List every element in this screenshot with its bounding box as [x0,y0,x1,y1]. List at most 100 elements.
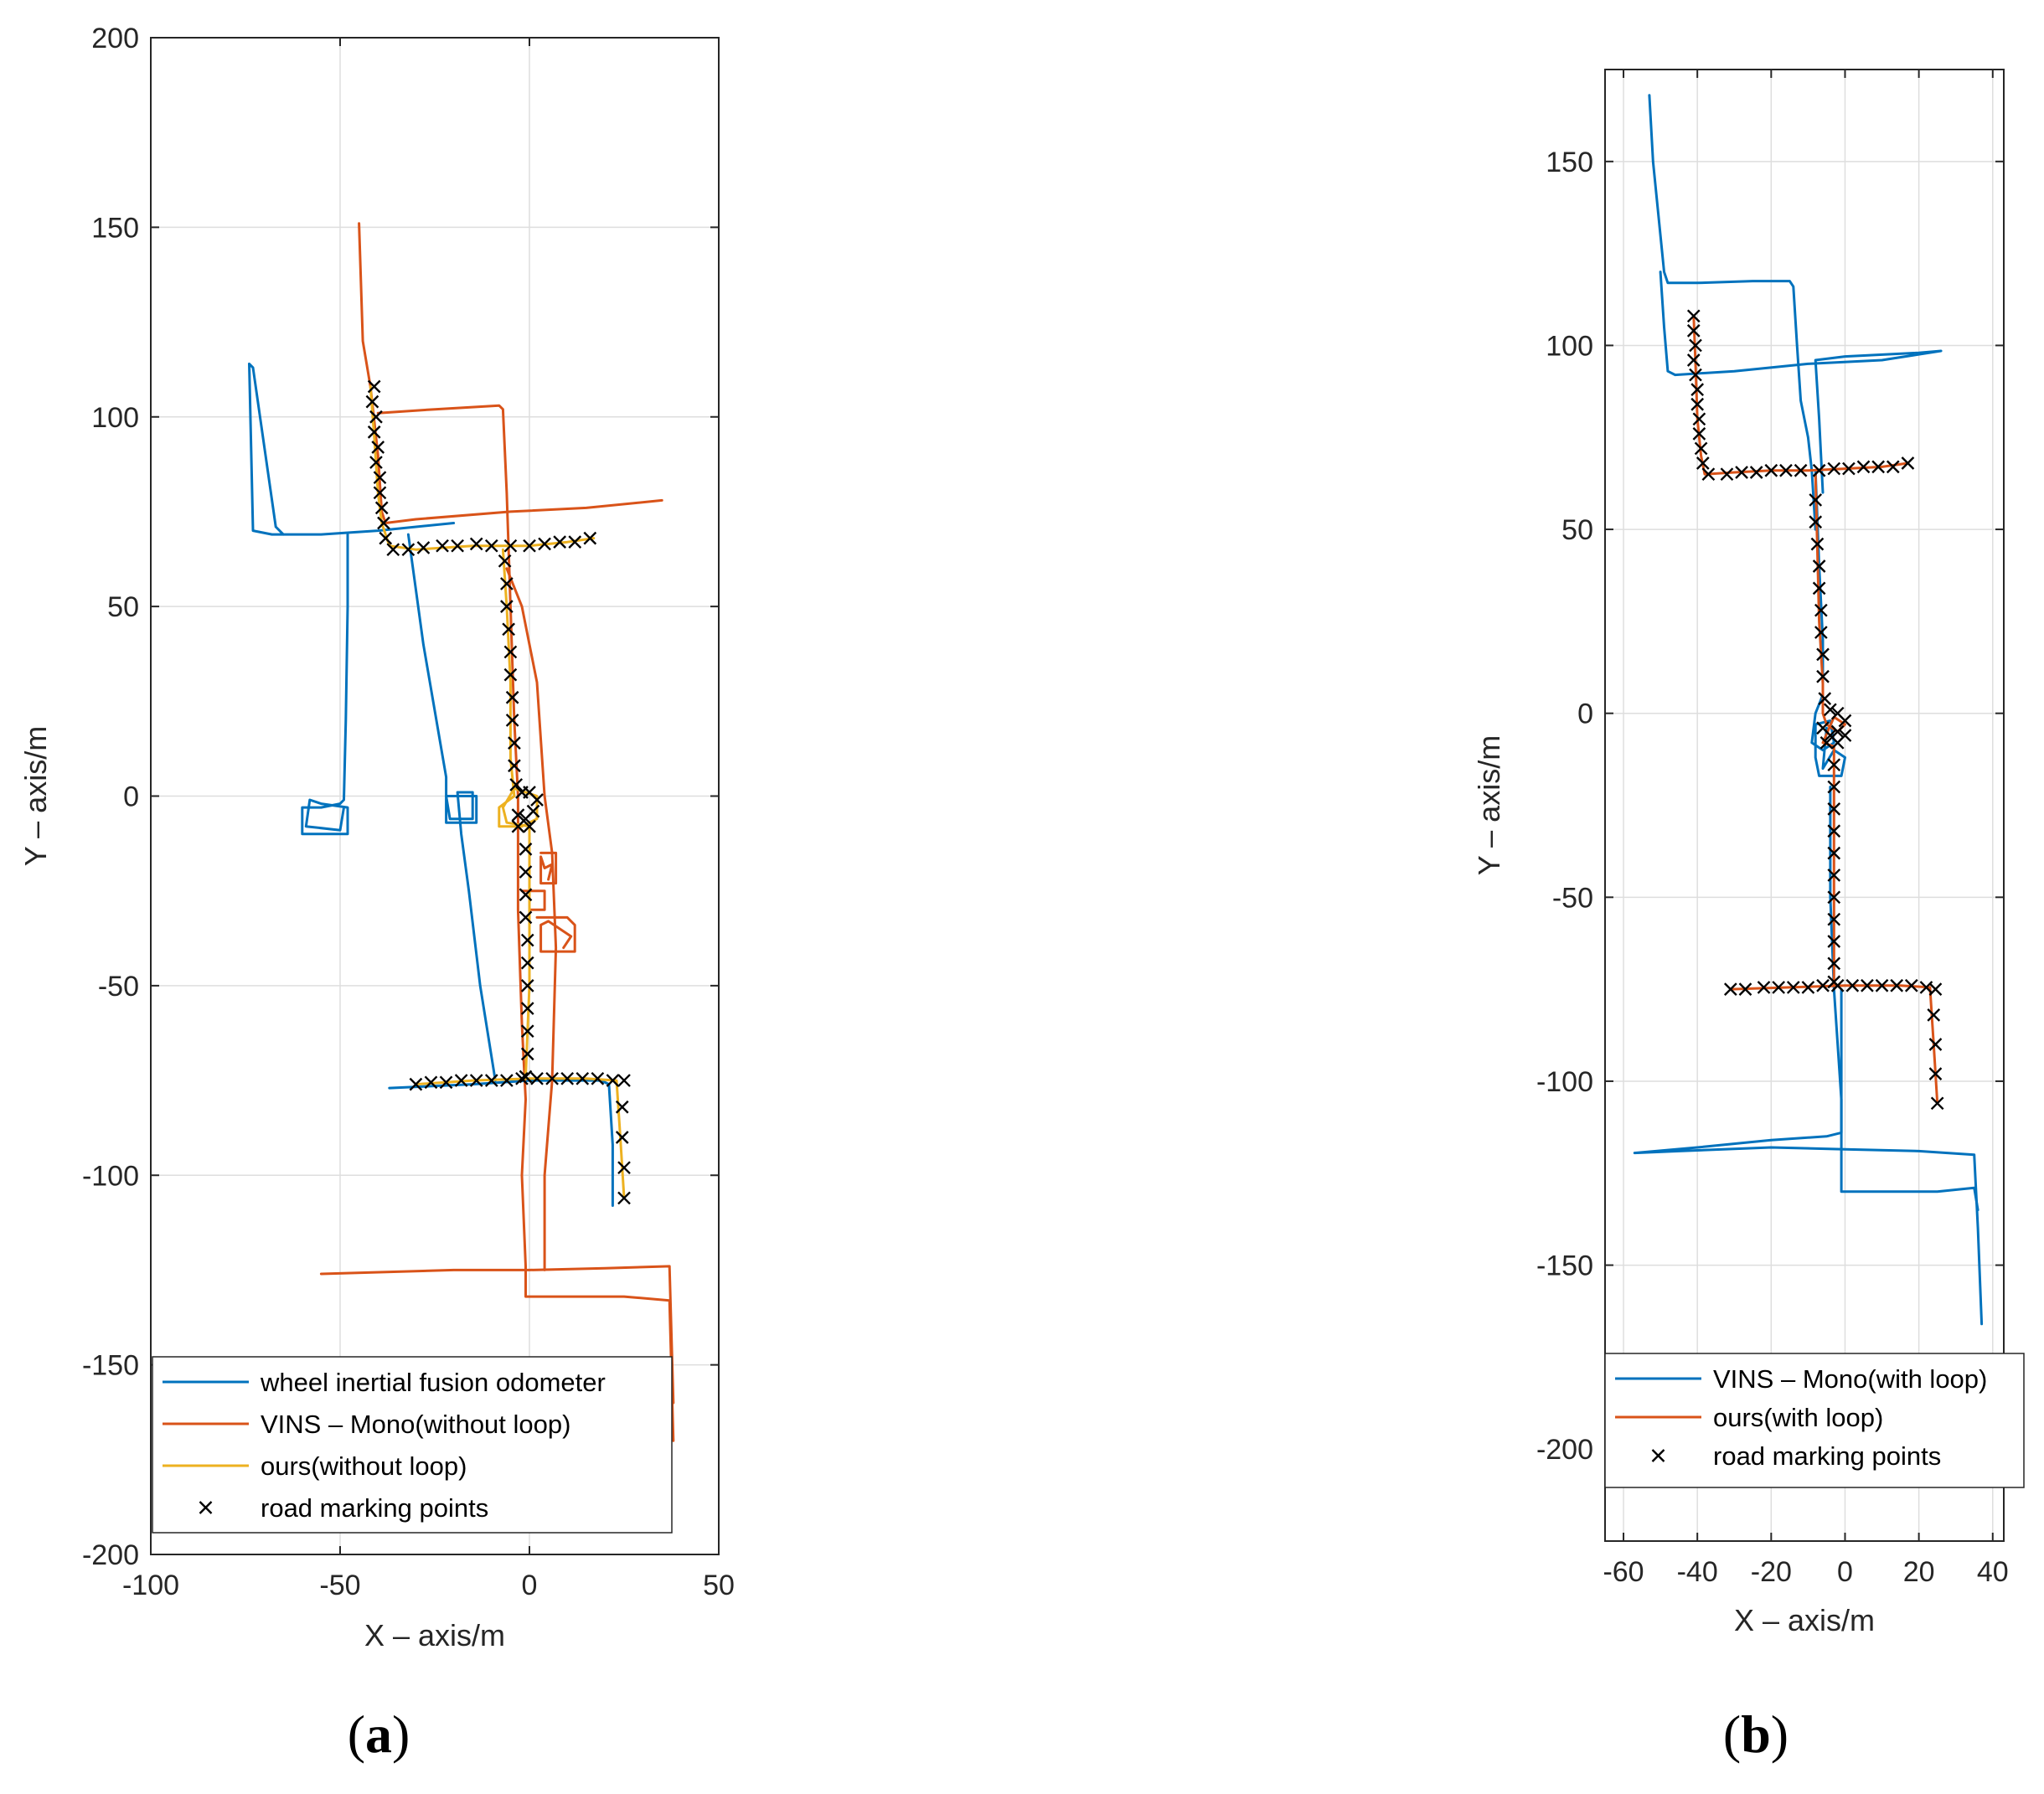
legend-swatch-marker [1651,1449,1665,1462]
series-line [414,1077,626,1199]
marker-point [500,577,514,590]
marker-point [1801,981,1815,994]
x-tick-label: 0 [522,1570,538,1601]
marker-point [1816,721,1830,735]
marker-point [1861,978,1874,992]
marker-point [591,1071,605,1085]
marker-point [401,543,416,557]
marker-point [1827,935,1841,948]
series-2 [319,222,675,1442]
axes-frame [1604,69,2005,1542]
marker-point [373,486,387,500]
road-marking-points [1686,309,1944,1111]
y-tick-label: -50 [98,971,139,1003]
marker-point [1904,978,1918,992]
marker-point [538,537,551,551]
x-tick-label: -60 [1603,1556,1644,1588]
marker-point [505,690,519,704]
y-axis-label: Y – axis/m [1472,735,1506,875]
marker-point [520,979,534,992]
marker-point [520,1002,534,1015]
marker-point [484,1074,498,1087]
marker-point [1809,493,1823,507]
marker-point [1890,978,1904,992]
plot-area [1605,70,2004,1541]
series-line [358,222,663,524]
marker-point [377,516,390,530]
marker-point [545,1071,559,1085]
marker-point [615,1131,629,1144]
y-tick-label: -200 [1536,1434,1593,1466]
series-line [535,915,576,953]
marker-point [1827,802,1841,816]
marker-point [1812,559,1826,573]
marker-point [1818,692,1832,705]
marker-point [1772,981,1785,994]
marker-point [439,1075,453,1090]
marker-point [519,888,533,902]
marker-point [1928,982,1943,996]
marker-point [498,554,512,568]
marker-point [1827,780,1841,794]
marker-point [523,539,536,553]
y-tick-label: 100 [1546,330,1593,362]
marker-point [369,456,383,469]
marker-point [1827,758,1841,772]
series-line [406,533,497,1082]
marker-point [509,778,524,791]
marker-point [1692,427,1706,441]
marker-point [568,535,582,549]
legend-label: road marking points [1713,1441,1941,1471]
marker-point [1875,978,1889,992]
marker-point [1930,1096,1944,1111]
panel-caption: (a) [348,1704,410,1764]
road-marking-points [365,379,631,1205]
y-tick-label: 100 [91,402,139,434]
x-tick-label: -50 [319,1570,360,1601]
marker-point [1838,714,1852,728]
marker-point [1824,703,1837,717]
marker-point [1690,397,1705,411]
y-tick-label: 200 [91,23,139,54]
marker-point [436,539,449,553]
marker-point [424,1075,438,1090]
marker-point [520,933,534,947]
marker-point [1786,981,1800,994]
marker-point [469,537,483,551]
y-tick-label: 0 [1577,699,1593,730]
marker-point [530,793,544,807]
legend-swatch-marker [199,1501,213,1514]
marker-point [1816,669,1830,683]
series-line [376,404,675,1442]
x-tick-label: -40 [1677,1556,1718,1588]
y-tick-label: 150 [91,212,139,244]
marker-point [576,1071,590,1085]
marker-point [1764,463,1778,477]
marker-point [1812,463,1826,477]
chart-panel-b: -60 -40 -20 0 20 40-200-150-100-50050100150X … [1472,69,2025,1764]
marker-point [1749,466,1763,479]
chart-panel-a: -100 -50 0 50 -200 -150 -100 -50 0 50 100 150 200 X –… [18,23,735,1764]
marker-point [583,531,597,545]
series-line [1692,314,1909,476]
marker-point [1814,603,1828,617]
marker-point [503,668,518,682]
marker-point [1927,1008,1941,1022]
marker-point [371,441,385,454]
y-axis-label: Y – axis/m [18,726,53,866]
marker-point [508,759,521,773]
marker-point [520,956,534,970]
marker-point [505,714,519,727]
series-line [1648,94,1817,531]
legend-box [152,1356,673,1534]
series-line [498,548,539,1078]
marker-point [1830,978,1845,992]
marker-point [1735,466,1748,479]
marker-point [520,1024,534,1039]
marker-point [1809,515,1823,529]
series-line [1729,984,1939,1105]
marker-point [1816,647,1830,662]
marker-point [617,1161,631,1175]
marker-point [503,539,518,553]
marker-point [367,379,381,394]
